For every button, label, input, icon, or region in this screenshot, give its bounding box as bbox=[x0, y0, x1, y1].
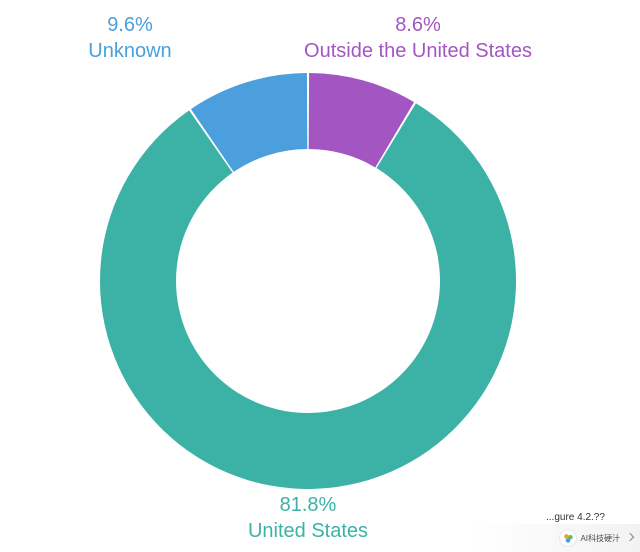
donut-chart bbox=[0, 0, 640, 552]
chevron-right-icon bbox=[624, 532, 636, 544]
label-united-states-pct: 81.8% bbox=[248, 492, 368, 518]
watermark-bar: AI科技硬汁 bbox=[470, 524, 640, 552]
wechat-logo-icon bbox=[560, 530, 576, 546]
label-outside-us: 8.6%Outside the United States bbox=[0, 12, 640, 64]
label-united-states-name: United States bbox=[248, 518, 368, 544]
watermark-text: AI科技硬汁 bbox=[580, 533, 620, 544]
figure-caption: ...gure 4.2.?? bbox=[546, 512, 605, 523]
label-outside-us-name: Outside the United States bbox=[304, 38, 532, 64]
slice-united-states bbox=[100, 103, 516, 489]
label-outside-us-pct: 8.6% bbox=[304, 12, 532, 38]
figure-caption-text: ...gure 4.2.?? bbox=[546, 512, 605, 523]
